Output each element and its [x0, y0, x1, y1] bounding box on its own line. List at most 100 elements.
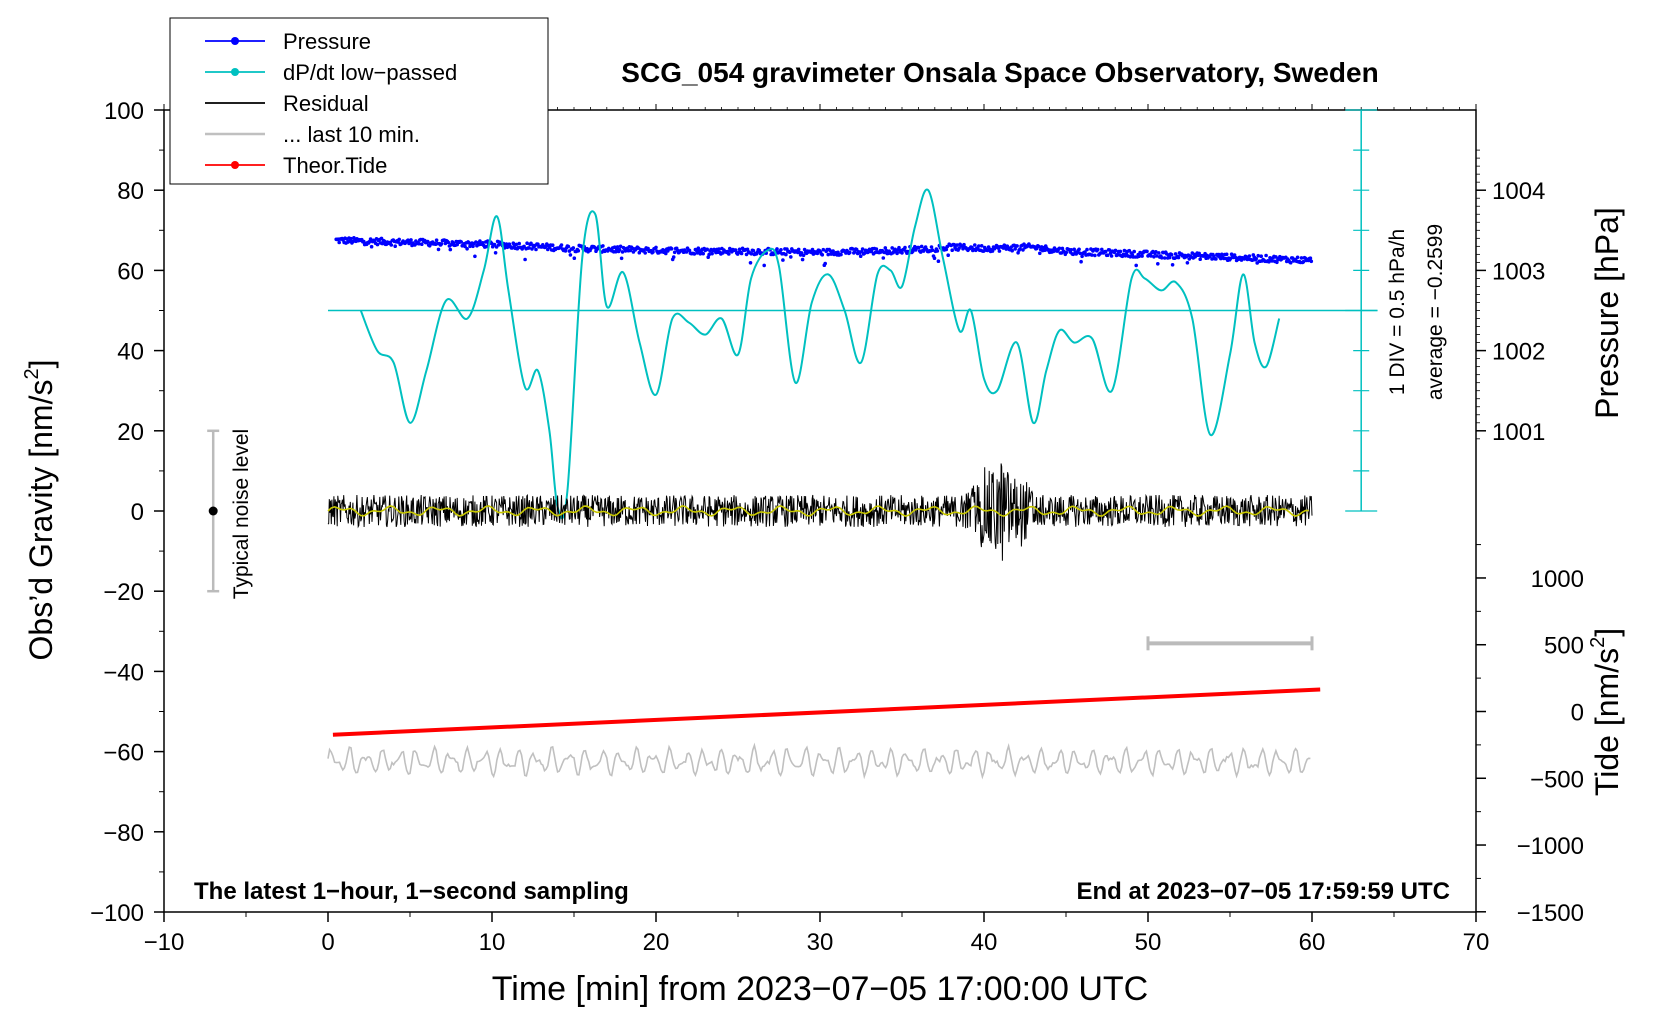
- pressure-point: [1247, 254, 1252, 258]
- pressure-point: [478, 239, 482, 243]
- pressure-point: [800, 257, 805, 262]
- pressure-point: [1162, 256, 1167, 260]
- pressure-point: [903, 245, 907, 250]
- pressure-point: [1013, 247, 1017, 251]
- pressure-tick-label: 1001: [1492, 419, 1545, 446]
- x-tick-label: 20: [643, 929, 670, 956]
- pressure-point: [1157, 251, 1161, 255]
- pressure-point: [1109, 254, 1114, 258]
- residual-smoothed-line: [327, 504, 1309, 518]
- pressure-point: [831, 249, 835, 253]
- pressure-point: [382, 239, 387, 243]
- y-axis-label-tide-sup: 2: [1587, 637, 1609, 648]
- pressure-point: [1301, 259, 1306, 264]
- pressure-point: [744, 252, 749, 257]
- pressure-point: [576, 249, 581, 253]
- y-axis-label-left-sup: 2: [21, 368, 43, 379]
- pressure-tick-label: 1004: [1492, 178, 1545, 205]
- pressure-point: [1134, 263, 1138, 268]
- pressure-point: [1072, 247, 1076, 252]
- tide-tick-label: 500: [1544, 633, 1584, 660]
- pressure-point: [618, 244, 623, 249]
- pressure-point: [952, 242, 956, 247]
- pressure-point: [523, 257, 527, 262]
- pressure-point: [962, 242, 966, 247]
- pressure-point: [1010, 248, 1014, 253]
- pressure-point: [369, 244, 374, 249]
- pressure-point: [990, 249, 995, 253]
- pressure-point: [455, 242, 460, 247]
- pressure-point: [1228, 256, 1233, 261]
- pressure-point: [820, 253, 825, 257]
- y-axis-label-tide: Tide [nm/s2]: [1587, 628, 1625, 796]
- pressure-point: [1057, 246, 1062, 251]
- pressure-point: [874, 247, 879, 251]
- pressure-point: [471, 244, 475, 249]
- pressure-point: [945, 244, 950, 249]
- pressure-point: [779, 248, 783, 252]
- y-tick-label: 40: [117, 339, 144, 366]
- pressure-point: [436, 247, 441, 252]
- pressure-point: [710, 251, 714, 256]
- pressure-point: [1170, 263, 1175, 267]
- pressure-point: [1220, 252, 1224, 257]
- legend-label: Pressure: [283, 29, 371, 54]
- x-axis-ticks: −10 0 10 20 30 40 50 60 70: [144, 104, 1490, 956]
- pressure-point: [707, 252, 711, 257]
- x-tick-label: 0: [321, 929, 334, 956]
- pressure-point: [1156, 262, 1160, 266]
- x-tick-label: 50: [1135, 929, 1162, 956]
- pressure-point: [1309, 259, 1314, 264]
- pressure-point: [566, 244, 571, 249]
- y-axis-label-pressure: Pressure [hPa]: [1589, 207, 1625, 419]
- legend-marker: [231, 161, 239, 169]
- legend: Pressure dP/dt low−passed Residual ... last…: [169, 17, 549, 185]
- pressure-point: [748, 261, 753, 265]
- x-tick-label: 70: [1463, 929, 1490, 956]
- pressure-point: [1015, 244, 1019, 248]
- y-tick-label: 0: [131, 499, 144, 526]
- pressure-point: [977, 244, 981, 248]
- pressure-point: [897, 245, 901, 250]
- pressure-point: [821, 247, 826, 252]
- pressure-point: [572, 256, 577, 261]
- pressure-point: [848, 250, 852, 255]
- pressure-point: [568, 253, 573, 257]
- pressure-point: [397, 237, 402, 242]
- pressure-point: [1060, 246, 1065, 251]
- pressure-point: [1224, 252, 1229, 257]
- sampling-note: The latest 1−hour, 1−second sampling: [194, 878, 629, 905]
- y-tick-label: 60: [117, 258, 144, 285]
- legend-label: dP/dt low−passed: [283, 60, 457, 85]
- x-axis-label: Time [min] from 2023−07−05 17:00:00 UTC: [492, 970, 1148, 1008]
- pressure-point: [1090, 253, 1094, 257]
- pressure-point: [1274, 255, 1278, 259]
- legend-label: Residual: [283, 91, 369, 116]
- pressure-point: [409, 238, 413, 242]
- pressure-point: [459, 240, 464, 244]
- pressure-point: [895, 251, 899, 256]
- tide-tick-label: 1000: [1531, 566, 1584, 593]
- pressure-point: [465, 247, 469, 251]
- pressure-point: [1197, 251, 1201, 256]
- pressure-point: [1250, 258, 1255, 263]
- pressure-point: [375, 242, 380, 247]
- pressure-point: [788, 250, 792, 254]
- pressure-point: [559, 243, 564, 247]
- pressure-point: [1155, 254, 1159, 258]
- pressure-point: [492, 242, 497, 247]
- pressure-point: [368, 237, 373, 241]
- pressure-point: [1105, 253, 1110, 257]
- pressure-point: [1080, 254, 1084, 259]
- pressure-point: [997, 249, 1002, 253]
- pressure-point: [1259, 254, 1263, 258]
- pressure-point: [563, 249, 568, 253]
- pressure-point: [751, 248, 756, 253]
- pressure-point: [916, 245, 921, 250]
- pressure-point: [1103, 249, 1108, 254]
- pressure-point: [389, 243, 394, 247]
- tide-tick-label: −500: [1530, 766, 1584, 793]
- pressure-point: [860, 247, 865, 251]
- pressure-point: [1295, 255, 1300, 260]
- pressure-point: [815, 251, 820, 256]
